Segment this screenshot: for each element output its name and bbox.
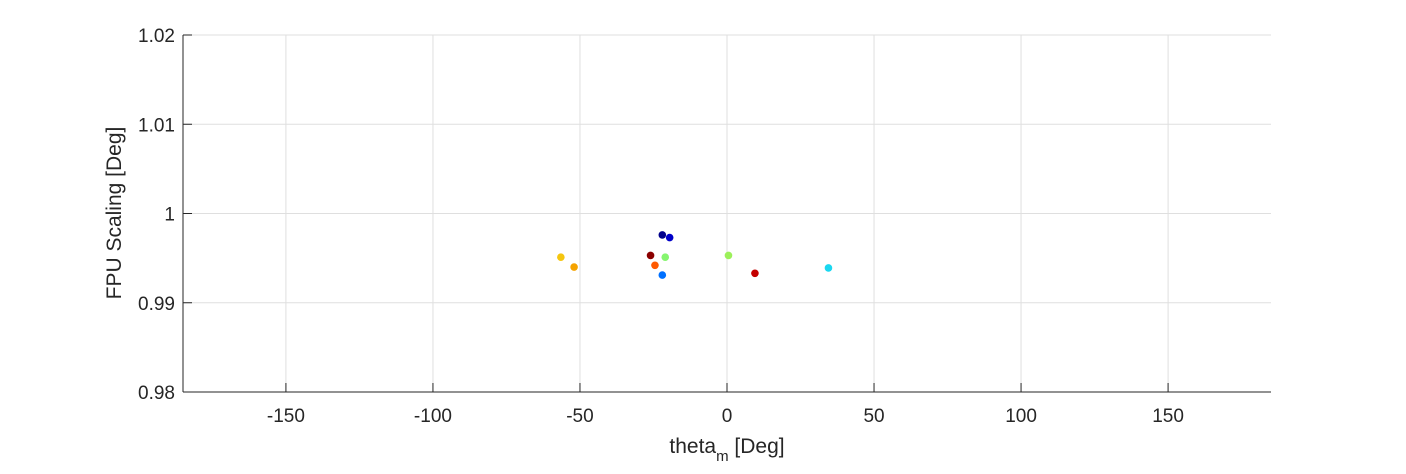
scatter-point xyxy=(570,263,578,271)
scatter-point xyxy=(651,261,659,270)
x-tick-label: 100 xyxy=(1005,406,1037,427)
x-ticks: -150 -100 -50 0 50 100 150 xyxy=(267,383,1184,427)
scatter-point xyxy=(724,251,733,260)
y-tick-label: 0.99 xyxy=(138,294,175,315)
x-tick-label: 50 xyxy=(863,406,884,427)
data-points xyxy=(557,231,833,279)
scatter-point xyxy=(658,271,667,279)
scatter-point xyxy=(824,264,833,272)
scatter-point xyxy=(557,253,565,262)
scatter-point xyxy=(751,269,759,278)
y-ticks: 0.98 0.99 1 1.01 1.02 xyxy=(138,26,192,404)
x-axis-label-suffix: [Deg] xyxy=(729,435,785,458)
x-tick-label: -100 xyxy=(414,406,452,427)
scatter-point xyxy=(661,253,670,262)
x-axis-label-main: theta xyxy=(669,435,716,458)
x-axis-label-subscript: m xyxy=(716,448,729,465)
x-tick-label: 150 xyxy=(1152,406,1184,427)
y-axis-label: FPU Scaling [Deg] xyxy=(103,127,126,300)
scatter-point xyxy=(665,233,674,242)
x-tick-label: -50 xyxy=(566,406,593,427)
scatter-point xyxy=(658,231,667,239)
y-tick-label: 1 xyxy=(164,205,175,226)
x-tick-label: -150 xyxy=(267,406,305,427)
x-axis-label: thetam [Deg] xyxy=(669,435,784,465)
x-tick-label: 0 xyxy=(722,406,733,427)
y-tick-label: 0.98 xyxy=(138,383,175,404)
scatter-point xyxy=(646,251,655,260)
y-tick-label: 1.02 xyxy=(138,26,175,47)
y-tick-label: 1.01 xyxy=(138,115,175,136)
